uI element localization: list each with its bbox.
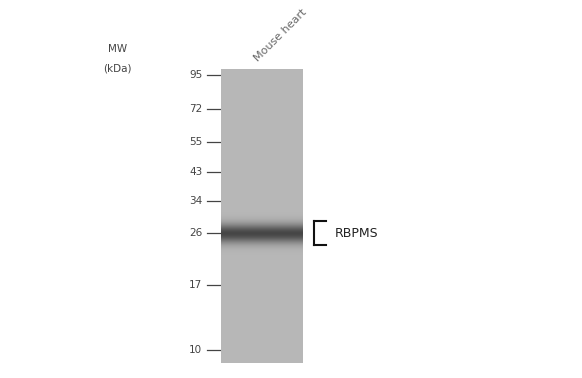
Text: MW: MW (108, 44, 127, 54)
Text: 17: 17 (189, 280, 203, 290)
Text: 72: 72 (189, 104, 203, 114)
Text: 55: 55 (189, 137, 203, 147)
Text: RBPMS: RBPMS (335, 227, 378, 240)
Text: Mouse heart: Mouse heart (252, 8, 308, 64)
Text: (kDa): (kDa) (103, 64, 132, 73)
Text: 34: 34 (189, 195, 203, 206)
Text: 26: 26 (189, 228, 203, 238)
Text: 95: 95 (189, 70, 203, 80)
Text: 10: 10 (189, 345, 203, 355)
Text: 43: 43 (189, 167, 203, 177)
